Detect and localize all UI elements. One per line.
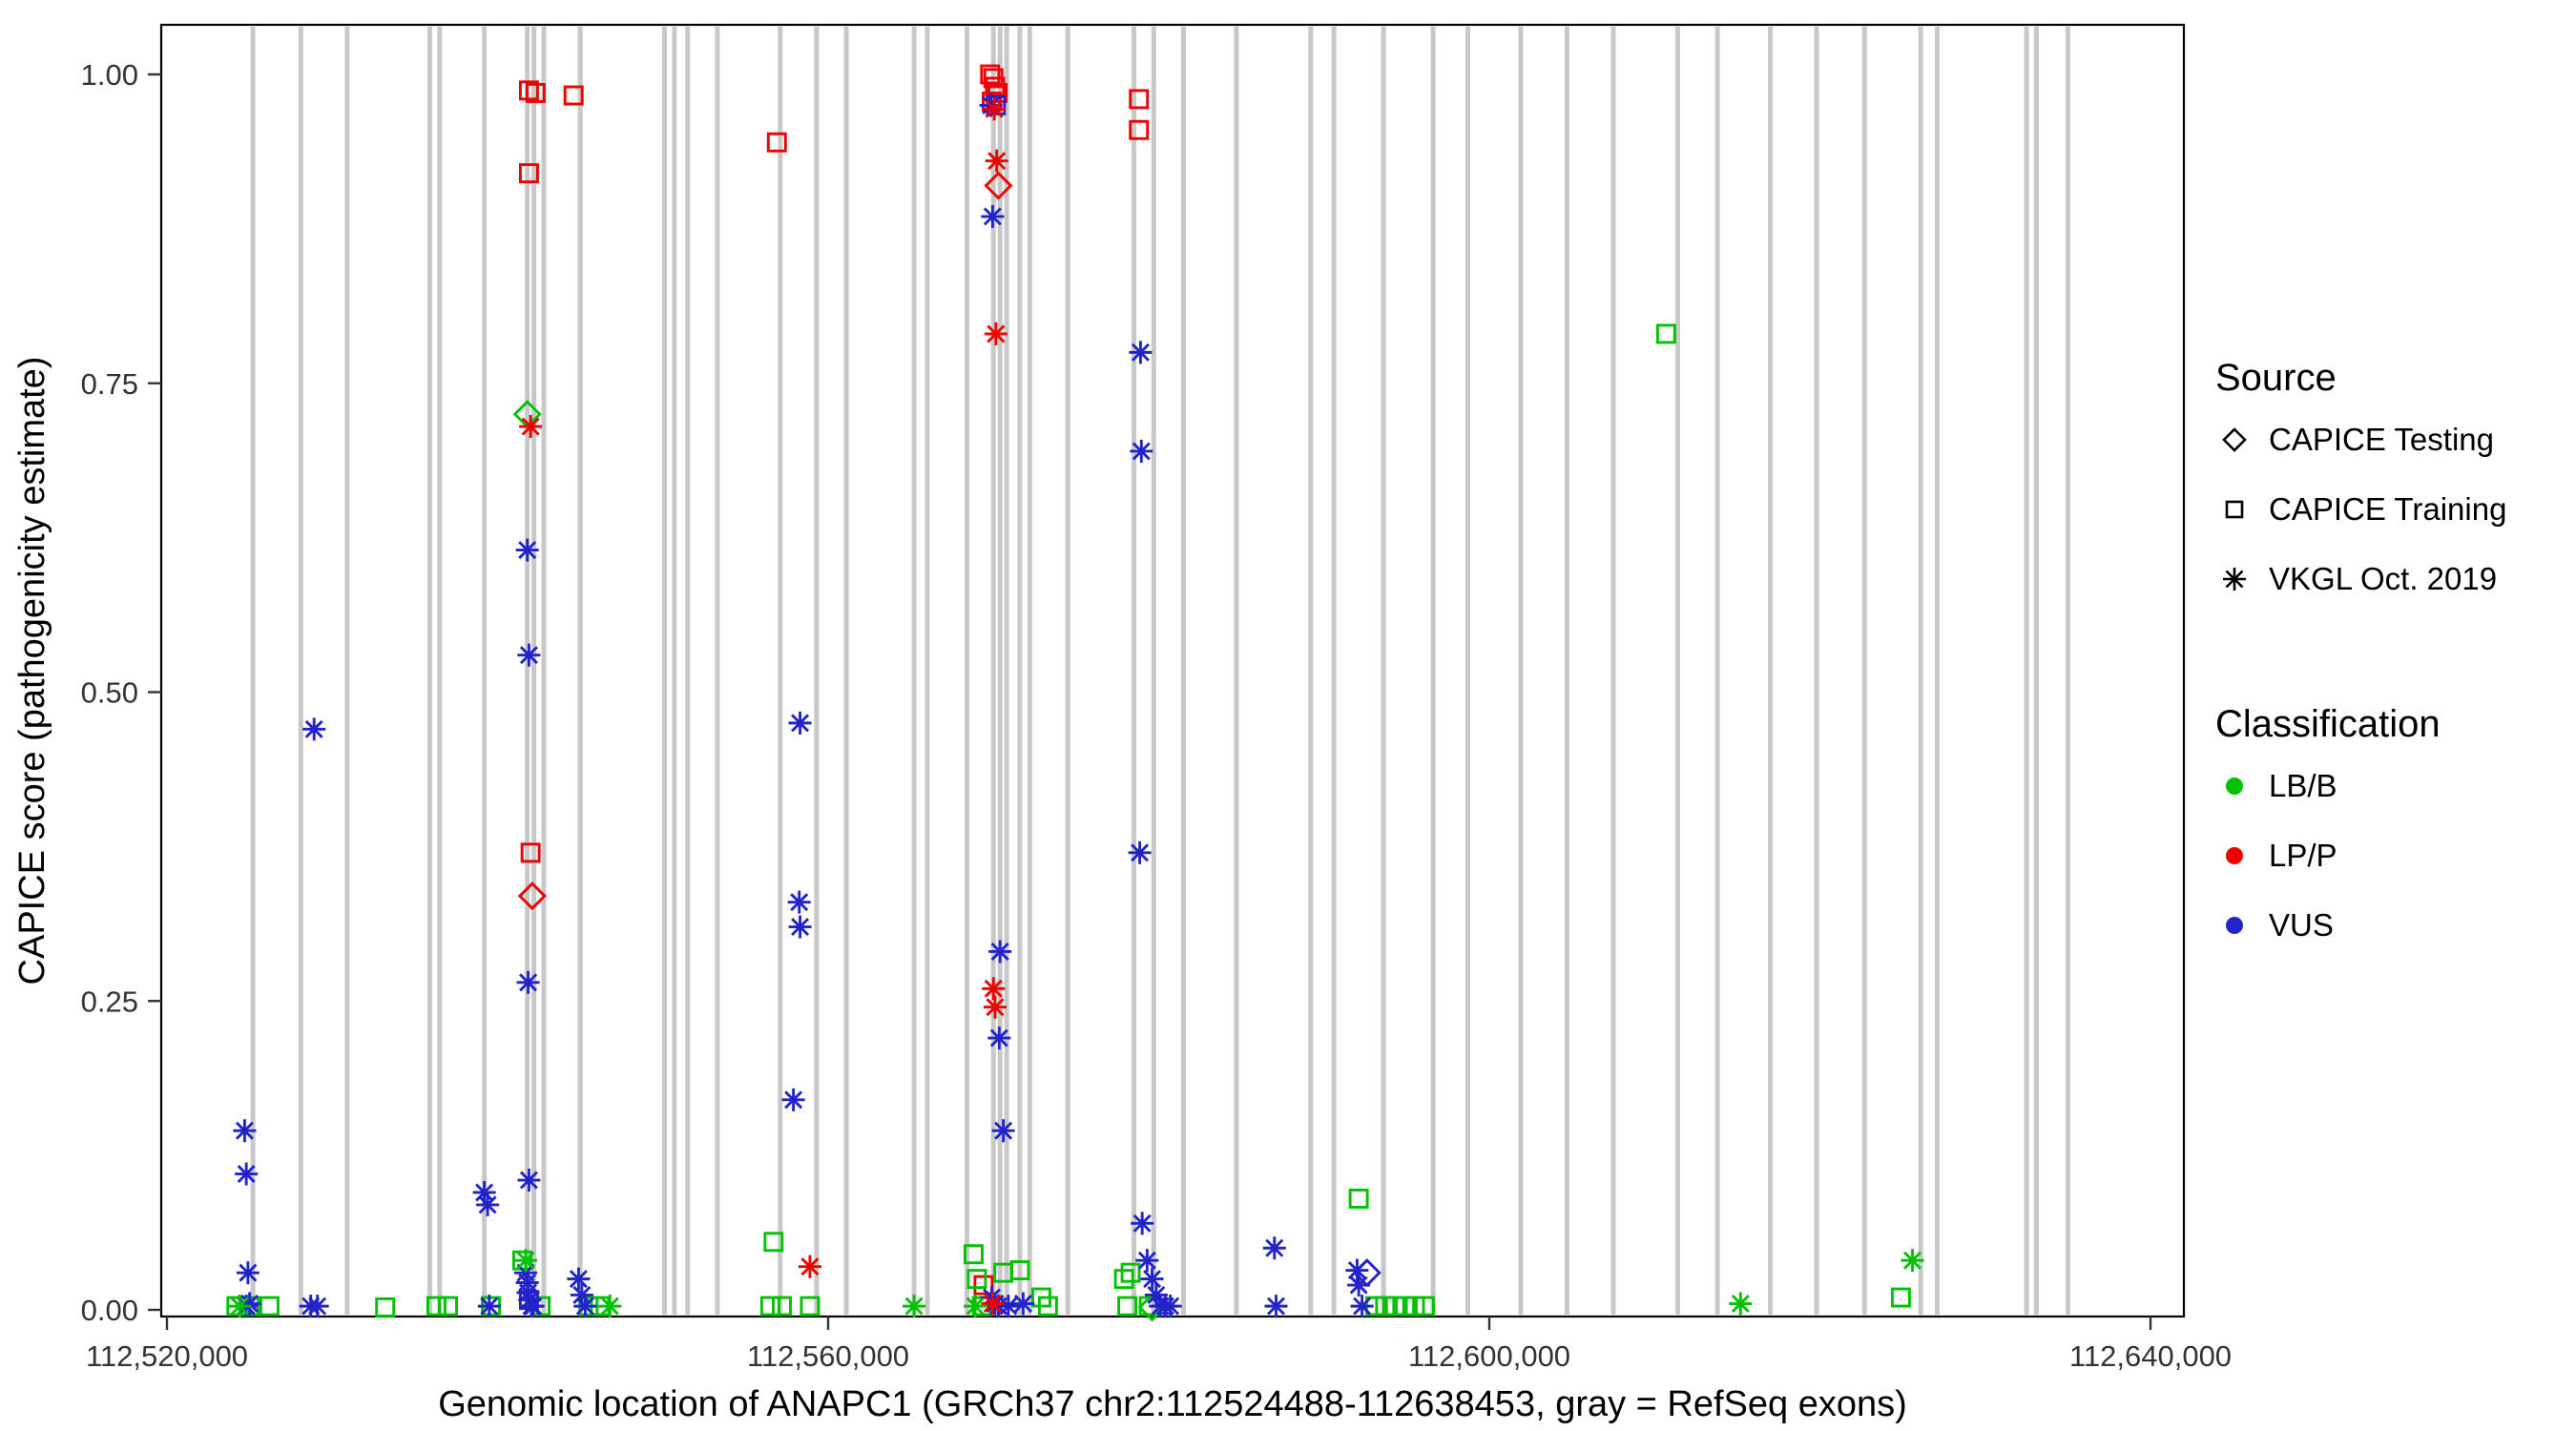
svg-text:1.00: 1.00 [81,58,138,92]
legend-classification-title: Classification [2215,703,2441,745]
legend-label: LP/P [2269,837,2337,873]
y-axis-title: CAPICE score (pathogenicity estimate) [12,357,52,985]
legend-label: VUS [2269,906,2334,943]
legend-label: LB/B [2269,767,2337,803]
asterisk-icon [2215,560,2254,598]
legend-entry-lpp: LP/P [2215,820,2568,890]
svg-text:112,520,000: 112,520,000 [86,1339,248,1373]
red-dot-icon [2215,837,2254,875]
legend-entry-lbb: LB/B [2215,751,2568,820]
blue-dot-icon [2215,906,2254,944]
svg-text:0.25: 0.25 [81,985,138,1018]
svg-text:112,560,000: 112,560,000 [747,1339,909,1373]
svg-text:112,640,000: 112,640,000 [2069,1339,2232,1373]
legend-label: VKGL Oct. 2019 [2269,560,2498,596]
legend-source-title: Source [2215,357,2337,399]
svg-text:0.75: 0.75 [81,367,138,401]
legend-entry-vkgl: VKGL Oct. 2019 [2215,544,2568,613]
svg-text:0.00: 0.00 [81,1294,138,1327]
diamond-icon [2215,421,2254,459]
legend-entry-capice-testing: CAPICE Testing [2215,404,2568,474]
square-icon [2215,490,2254,529]
legend-entry-vus: VUS [2215,890,2568,960]
legend-label: CAPICE Testing [2269,421,2494,457]
legend-entry-capice-training: CAPICE Training [2215,474,2568,544]
legend: Source CAPICE Testing CAPICE Training [2215,351,2568,960]
svg-text:112,600,000: 112,600,000 [1408,1339,1570,1373]
x-axis-title: Genomic location of ANAPC1 (GRCh37 chr2:… [438,1384,1907,1424]
green-dot-icon [2215,767,2254,805]
legend-label: CAPICE Training [2269,490,2507,527]
svg-text:0.50: 0.50 [81,676,138,710]
